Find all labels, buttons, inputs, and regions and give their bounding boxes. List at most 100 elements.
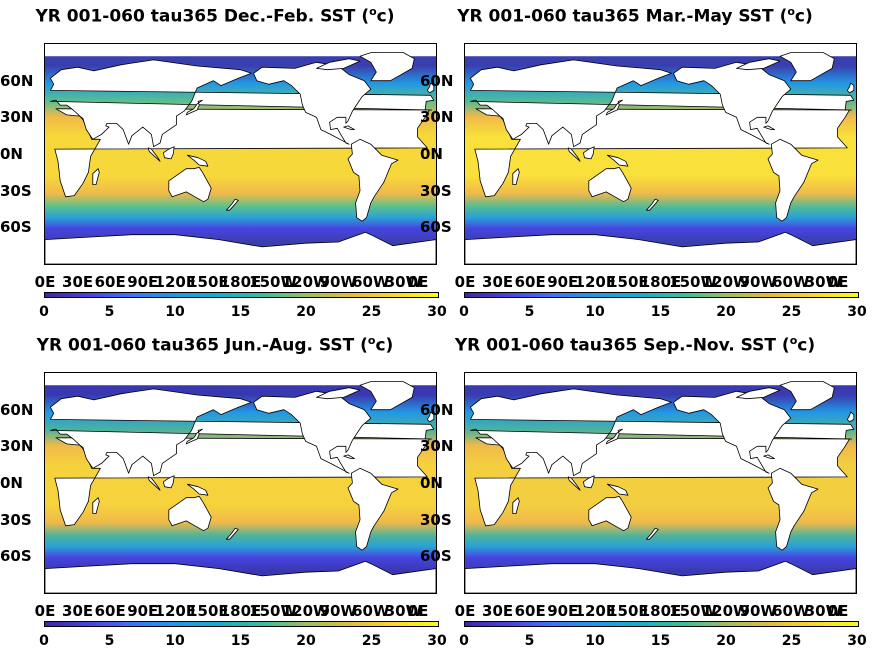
lat-label: 0N xyxy=(0,474,23,492)
land-greenland xyxy=(359,381,415,411)
panel-title-unit: c) xyxy=(797,335,816,356)
lon-label: 60W xyxy=(772,273,810,291)
lon-label: 150E xyxy=(607,602,649,620)
land-sumatra xyxy=(567,476,581,491)
land-arctic_isl xyxy=(316,387,361,400)
lat-label: 60N xyxy=(0,71,34,90)
colorbar-tick: 30 xyxy=(427,633,447,649)
sst-field xyxy=(45,44,436,264)
lon-label: 0E xyxy=(34,602,56,620)
lat-label: 30N xyxy=(0,108,34,127)
lat-label: 30N xyxy=(420,437,454,456)
sst-map xyxy=(464,372,857,594)
lat-label: 30S xyxy=(420,181,452,200)
land-eurasia xyxy=(470,59,855,148)
sst-map xyxy=(44,43,437,265)
lon-label: 180E xyxy=(219,273,262,291)
colorbar-tick: 0 xyxy=(39,304,49,320)
land-namerica xyxy=(253,61,372,145)
colorbar-tick: 0 xyxy=(459,633,469,649)
lon-label: 30W xyxy=(804,602,843,620)
panel-title-sup: o xyxy=(789,334,798,347)
lon-label: 120E xyxy=(154,273,197,291)
lon-label: 180E xyxy=(639,602,682,620)
panel-title-unit: c) xyxy=(376,6,395,27)
lon-label: 30E xyxy=(62,602,94,620)
colorbar-tick: 25 xyxy=(361,633,382,649)
land-antarctica xyxy=(45,560,436,593)
lat-label: 0N xyxy=(0,145,23,163)
lon-label: 180E xyxy=(639,273,682,291)
lon-label: 90E xyxy=(127,273,159,291)
lat-label: 60N xyxy=(420,400,454,419)
land-japan xyxy=(185,99,203,116)
land-newzealand xyxy=(226,527,239,540)
land-australia xyxy=(588,496,632,532)
colorbar-tick: 30 xyxy=(847,633,867,649)
lon-label: 0E xyxy=(827,273,849,291)
land-japan xyxy=(185,428,203,445)
colorbar xyxy=(44,292,439,298)
land-sumatra xyxy=(147,147,161,162)
lon-label: 30E xyxy=(62,273,94,291)
land-eurasia xyxy=(50,388,435,477)
land-uk xyxy=(846,411,855,423)
lat-label: 30S xyxy=(0,510,32,529)
sst-map xyxy=(464,43,857,265)
lon-label: 60E xyxy=(94,602,126,620)
lon-label: 150E xyxy=(607,273,649,291)
land-arctic_isl xyxy=(736,387,781,400)
land-namerica xyxy=(673,61,792,145)
land-australia xyxy=(168,167,212,203)
lon-label: 30W xyxy=(804,273,843,291)
colorbar-tick: 25 xyxy=(781,633,802,649)
land-japan xyxy=(605,99,623,116)
lon-label: 0E xyxy=(407,273,429,291)
lon-label: 0E xyxy=(827,602,849,620)
land-greenland xyxy=(779,381,835,411)
lon-label: 120W xyxy=(281,273,330,291)
lon-label: 90W xyxy=(739,273,777,291)
panel-title: YR 001-060 tau365 Jun.-Aug. SST (oc) xyxy=(0,331,430,356)
colorbar-tick: 20 xyxy=(716,633,736,649)
lon-label: 60W xyxy=(772,602,810,620)
lon-label: 90E xyxy=(547,273,579,291)
map-panel-jja: YR 001-060 tau365 Jun.-Aug. SST (oc) 60N… xyxy=(0,331,447,651)
lat-label: 60S xyxy=(0,218,32,237)
map-panel-son: YR 001-060 tau365 Sep.-Nov. SST (oc) 60N… xyxy=(420,331,867,651)
land-newguinea xyxy=(186,483,209,496)
sst-map xyxy=(44,372,437,594)
arctic-land xyxy=(45,373,436,386)
lat-label: 0N xyxy=(420,474,443,492)
colorbar-tick: 30 xyxy=(427,304,447,320)
lon-label: 150E xyxy=(187,273,229,291)
lon-label: 30E xyxy=(482,273,514,291)
land-namerica xyxy=(253,390,372,474)
land-borneo xyxy=(163,146,175,160)
land-madagascar xyxy=(92,168,100,185)
land-samerica xyxy=(347,467,399,551)
lat-label: 60N xyxy=(0,400,34,419)
colorbar xyxy=(464,292,859,298)
land-newguinea xyxy=(606,154,629,167)
lon-label: 120W xyxy=(701,602,750,620)
lon-label: 30W xyxy=(384,273,423,291)
colorbar-tick: 20 xyxy=(296,633,316,649)
lon-label: 90W xyxy=(319,602,357,620)
land-samerica xyxy=(767,467,819,551)
lon-label: 150W xyxy=(249,602,298,620)
lon-label: 60E xyxy=(94,273,126,291)
lat-label: 60N xyxy=(420,71,454,90)
lon-label: 0E xyxy=(34,273,56,291)
lon-label: 60W xyxy=(352,602,390,620)
lon-label: 60E xyxy=(514,273,546,291)
lon-label: 0E xyxy=(407,602,429,620)
lon-label: 120E xyxy=(574,602,617,620)
colorbar-tick: 15 xyxy=(650,304,671,320)
land-antarctica xyxy=(465,231,856,264)
lon-label: 60E xyxy=(514,602,546,620)
land-madagascar xyxy=(512,168,520,185)
land-newguinea xyxy=(186,154,209,167)
land-newzealand xyxy=(646,527,659,540)
land-japan xyxy=(605,428,623,445)
